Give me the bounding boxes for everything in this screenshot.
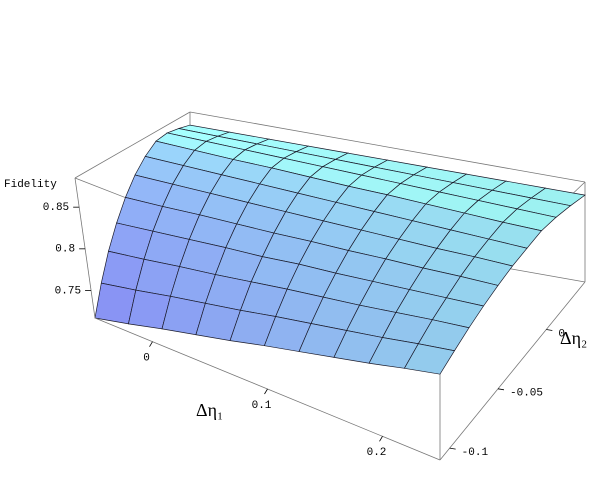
y-axis-label: Δη₂ xyxy=(560,328,587,348)
box-edge xyxy=(189,111,586,183)
x-axis-label: Δη₁ xyxy=(196,400,223,420)
box-edge xyxy=(439,281,586,461)
box-edge xyxy=(74,111,191,179)
y-tick-label: 0 xyxy=(558,328,565,340)
x-tick-label: 0 xyxy=(143,353,150,365)
y-tick-label: -0.05 xyxy=(510,388,543,400)
y-tick-label: -0.1 xyxy=(462,447,489,459)
z-axis-label: Fidelity xyxy=(4,179,57,191)
surface-patch xyxy=(403,343,456,375)
x-tick-label: 0.2 xyxy=(367,447,387,459)
x-tick xyxy=(149,341,153,347)
z-tick-label: 0.75 xyxy=(55,285,81,297)
y-tick xyxy=(546,329,553,331)
z-tick-label: 0.8 xyxy=(55,244,75,256)
x-tick-label: 0.1 xyxy=(252,400,272,412)
z-tick-label: 0.85 xyxy=(43,202,69,214)
y-tick xyxy=(449,447,456,450)
x-tick xyxy=(379,436,383,442)
y-tick xyxy=(497,388,505,391)
x-tick xyxy=(264,388,268,395)
box-edge xyxy=(74,177,96,319)
